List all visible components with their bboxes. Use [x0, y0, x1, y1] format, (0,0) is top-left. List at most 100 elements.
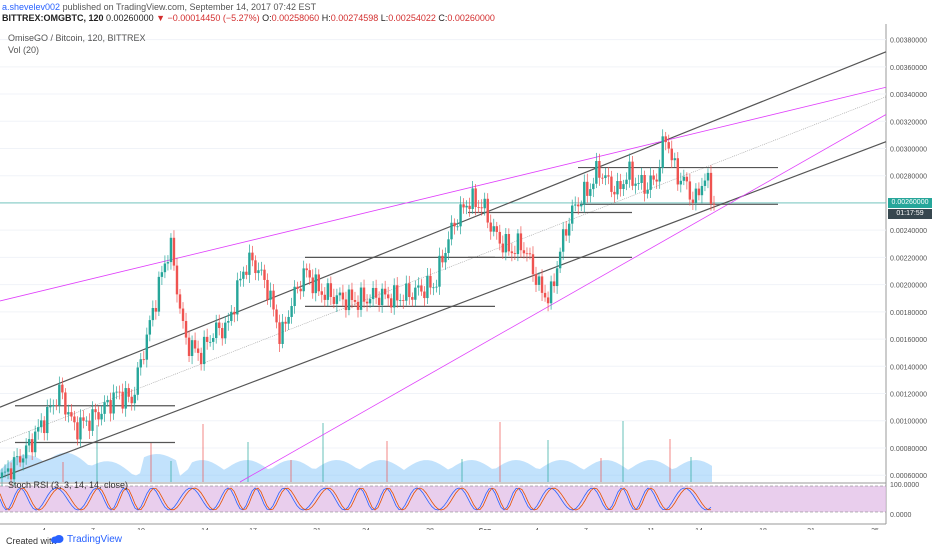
fan-lower-line	[239, 114, 887, 483]
candle-body	[555, 268, 559, 287]
candle-body	[471, 188, 474, 210]
candle-body	[377, 297, 381, 306]
candle-body	[507, 234, 511, 252]
y-tick-label: 0.00240000	[890, 228, 927, 235]
candle-body	[616, 181, 619, 195]
candle-body	[607, 175, 610, 177]
author-link[interactable]: a.shevelev002	[2, 2, 61, 12]
candle-body	[528, 253, 532, 255]
candle-body	[682, 176, 686, 181]
candle-body	[380, 288, 384, 306]
candle-body	[664, 136, 667, 143]
candle-body	[405, 283, 408, 301]
candle-body	[160, 272, 164, 277]
x-tick-label: 7	[91, 528, 95, 530]
candle-body	[374, 287, 378, 298]
candle-body	[82, 417, 85, 421]
last-price-tag: 0.00260000	[888, 197, 932, 208]
candle-body	[124, 388, 127, 409]
tradingview-logo[interactable]: TradingView	[50, 534, 122, 545]
candle-body	[227, 321, 230, 323]
candle-body	[58, 384, 61, 406]
candle-body	[178, 294, 182, 309]
candle-body	[501, 243, 505, 253]
candle-body	[540, 276, 544, 293]
candle-body	[199, 352, 203, 365]
candle-body	[305, 268, 308, 271]
countdown-tag: 01:17:59	[888, 208, 932, 219]
candle-body	[456, 226, 459, 228]
candle-body	[338, 292, 342, 296]
candle-body	[658, 167, 661, 182]
candle-body	[133, 394, 136, 404]
candle-body	[371, 287, 375, 300]
y-tick-label: 0.00360000	[890, 65, 927, 72]
volume-bar	[690, 457, 692, 482]
volume-legend: Vol (20)	[8, 45, 40, 55]
candle-body	[211, 338, 215, 342]
x-tick-label: 11	[647, 528, 654, 530]
stoch-k-line	[0, 487, 712, 511]
high-label: H:	[321, 13, 331, 23]
candle-body	[311, 277, 314, 294]
candle-body	[432, 287, 435, 289]
volume-bar	[322, 423, 324, 482]
candle-body	[148, 320, 152, 335]
candle-body	[706, 172, 710, 181]
candle-body	[299, 288, 302, 292]
candle-body	[558, 251, 562, 269]
candle-body	[61, 384, 64, 393]
candle-body	[190, 340, 194, 357]
candle-body	[127, 388, 130, 397]
candle-body	[151, 308, 155, 321]
open-label: O:	[262, 13, 272, 23]
candle-body	[628, 161, 631, 180]
candle-body	[441, 255, 444, 263]
candle-body	[97, 412, 100, 420]
candle-body	[103, 402, 106, 414]
candle-body	[483, 198, 486, 209]
x-tick-label: 14	[201, 528, 209, 530]
y-tick-label: 0.00280000	[890, 174, 927, 181]
candle-body	[534, 274, 538, 285]
candle-body	[169, 237, 173, 263]
candle-body	[571, 205, 574, 224]
low-label: L:	[380, 13, 389, 23]
publish-line: a.shevelev002 published on TradingView.c…	[2, 1, 316, 13]
candle-body	[215, 322, 218, 339]
y-tick-label: 0.00140000	[890, 364, 927, 371]
candle-body	[166, 262, 170, 264]
candle-body	[435, 286, 438, 288]
channel-mid-line	[0, 96, 887, 443]
candle-body	[100, 413, 103, 420]
candle-body	[18, 456, 22, 463]
candle-body	[269, 290, 272, 300]
candle-body	[685, 176, 689, 182]
y-tick-label: 0.00340000	[890, 92, 927, 99]
candle-body	[157, 276, 161, 312]
candle-body	[583, 181, 586, 205]
price-chart[interactable]: 0.00060000 0.00080000 0.00100000 0.00120000…	[0, 24, 932, 530]
candle-body	[341, 292, 345, 300]
candle-body	[3, 471, 7, 473]
candle-body	[205, 336, 209, 342]
candle-body	[537, 276, 541, 285]
candle-body	[552, 281, 556, 287]
candle-body	[248, 252, 251, 275]
candle-body	[402, 300, 405, 301]
candle-body	[595, 160, 598, 184]
x-tick-label: 21	[807, 528, 815, 530]
candle-body	[417, 285, 420, 288]
candle-body	[230, 311, 233, 322]
candle-body	[27, 439, 31, 446]
volume-bar	[96, 425, 98, 482]
candle-body	[221, 328, 224, 339]
x-tick-label: 4	[535, 528, 539, 530]
candle-body	[625, 179, 628, 185]
candle-body	[139, 359, 142, 368]
candle-body	[79, 417, 82, 440]
candle-body	[347, 289, 351, 311]
candle-body	[320, 291, 323, 295]
candle-body	[468, 205, 471, 210]
x-tick-label: 24	[362, 528, 370, 530]
